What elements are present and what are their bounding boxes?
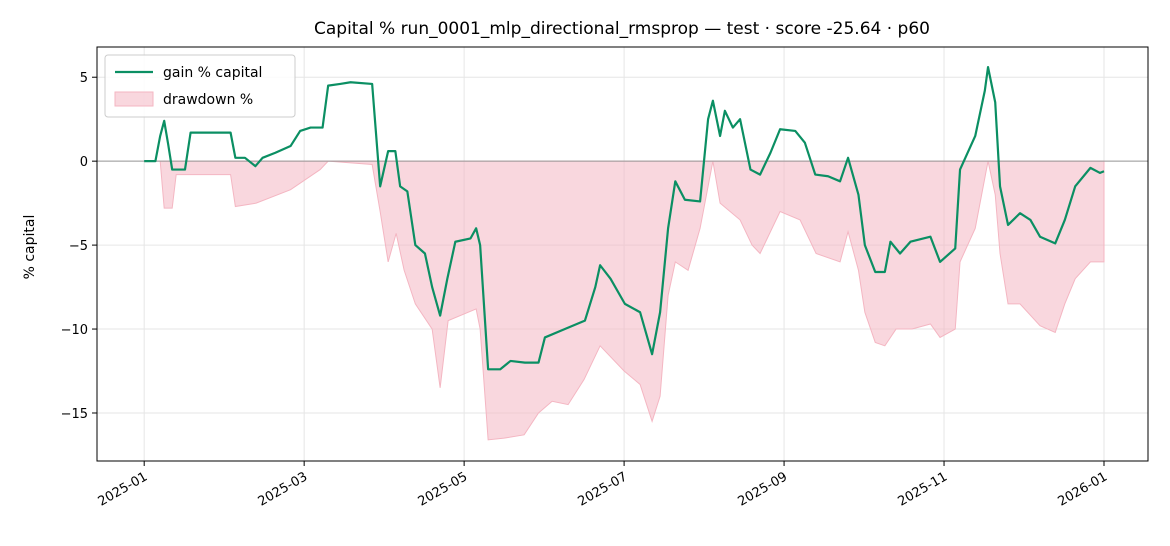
y-tick-label: 0 <box>80 155 88 170</box>
legend-label: drawdown % <box>163 92 253 108</box>
chart-title: Capital % run_0001_mlp_directional_rmspr… <box>314 19 930 39</box>
y-tick-label: −10 <box>61 323 88 338</box>
x-tick-label: 2025-05 <box>416 469 471 509</box>
y-tick-label: −15 <box>61 407 88 422</box>
y-tick-label: 5 <box>80 71 88 86</box>
x-tick-label: 2025-11 <box>895 469 950 509</box>
x-tick-label: 2025-03 <box>256 469 311 509</box>
y-axis-label: % capital <box>22 215 38 280</box>
x-tick-label: 2025-01 <box>96 469 151 509</box>
y-tick-label: −5 <box>69 239 88 254</box>
legend-label: gain % capital <box>163 65 262 81</box>
gain-line <box>144 66 1105 371</box>
plot-frame <box>96 46 1149 462</box>
x-tick-label: 2026-01 <box>1055 469 1110 509</box>
legend-swatch <box>114 91 154 107</box>
x-tick-label: 2025-09 <box>736 469 791 509</box>
x-tick-label: 2025-07 <box>576 469 631 509</box>
